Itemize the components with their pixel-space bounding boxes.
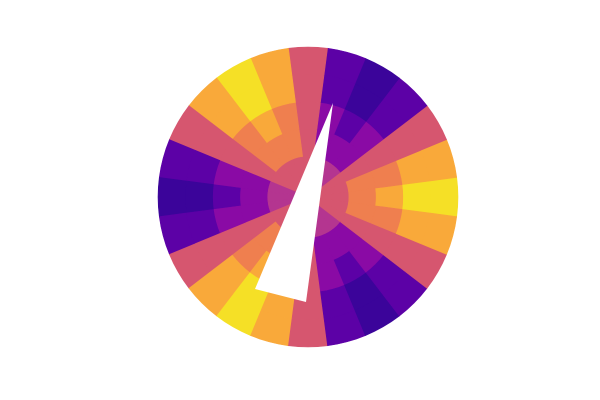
contour-cell bbox=[421, 212, 458, 255]
contour-cell bbox=[429, 177, 459, 217]
contour-cell bbox=[157, 177, 187, 217]
contour-cell bbox=[295, 101, 321, 130]
contour-cell bbox=[288, 318, 328, 348]
contour-cell bbox=[212, 184, 241, 210]
contour-cell bbox=[288, 46, 328, 76]
contour-cell bbox=[402, 180, 432, 214]
contour-cell bbox=[184, 180, 214, 214]
contour-cell bbox=[291, 73, 325, 103]
contour-cell bbox=[375, 184, 404, 210]
missing-wedge bbox=[255, 103, 333, 302]
